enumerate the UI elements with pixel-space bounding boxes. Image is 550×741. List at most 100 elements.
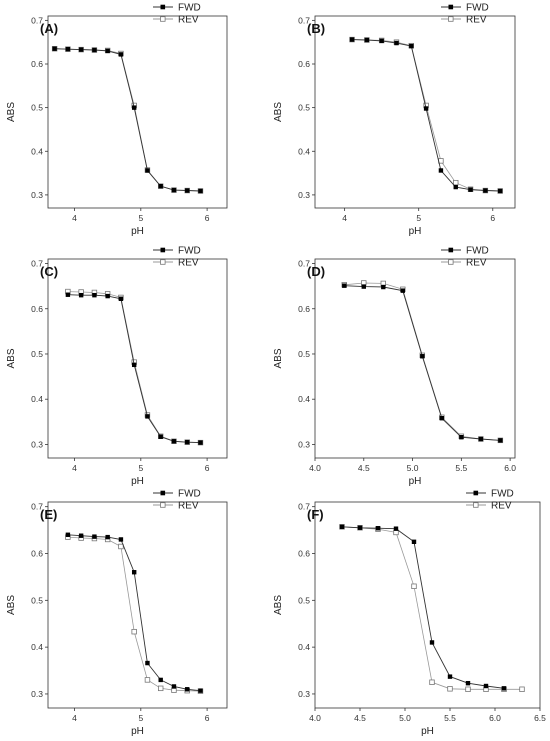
y-tick-label: 0.4 [31, 394, 43, 404]
fwd-data-point [364, 37, 370, 43]
fwd-data-point [185, 188, 190, 193]
legend-marker [160, 259, 166, 265]
fwd-data-point [459, 434, 464, 440]
x-axis-title: pH [409, 476, 422, 487]
fwd-data-point [78, 47, 84, 52]
fwd-data-point [131, 570, 137, 575]
fwd-data-point [393, 526, 399, 531]
fwd-data-point [438, 168, 444, 173]
y-axis-title: ABS [6, 595, 17, 615]
rev-series-line [351, 39, 501, 192]
y-tick-label: 0.7 [298, 259, 310, 269]
x-tick-label: 4.0 [309, 713, 321, 723]
chart-panel: 0.3 0.4 0.5 0.6 0.7 4.0 4.5 5.0 5.5 6.0 6.5 pH ABS (F… [273, 489, 546, 738]
x-tick-label: 5.0 [407, 463, 419, 473]
rev-data-point [131, 628, 137, 635]
x-tick-label: 4.5 [358, 463, 370, 473]
x-tick-label: 5 [138, 713, 143, 723]
fwd-data-point [400, 288, 406, 293]
x-tick-label: 4 [72, 213, 77, 223]
x-axis-title: pH [131, 226, 144, 237]
plot-frame [314, 501, 541, 709]
panel-label: (D) [307, 264, 325, 279]
x-axis-title: pH [409, 226, 422, 237]
rev-series-line [67, 291, 201, 443]
fwd-data-point [483, 188, 488, 193]
y-tick-label: 0.5 [31, 595, 43, 605]
x-axis-title: pH [131, 476, 144, 487]
y-tick-label: 0.4 [298, 642, 310, 652]
y-tick-label: 0.5 [31, 103, 43, 113]
panel-label: (F) [307, 507, 324, 522]
fwd-data-point [105, 534, 110, 540]
fwd-data-point [118, 296, 124, 301]
legend-marker [448, 4, 454, 10]
y-tick-label: 0.4 [31, 642, 43, 652]
legend-marker [160, 502, 166, 508]
fwd-data-point [92, 534, 97, 539]
fwd-data-point [342, 283, 347, 288]
fwd-data-point [78, 292, 84, 298]
legend-label: REV [178, 258, 199, 269]
legend-label: FWD [178, 489, 201, 500]
fwd-data-point [483, 683, 489, 689]
fwd-data-point [349, 37, 355, 42]
panel-label: (C) [40, 264, 58, 279]
x-tick-label: 5 [138, 213, 143, 223]
x-tick-label: 5.5 [455, 463, 467, 473]
fwd-data-point [478, 436, 484, 442]
x-tick-label: 4.5 [354, 713, 366, 723]
y-axis-title: ABS [273, 102, 284, 122]
legend-label: FWD [466, 3, 489, 14]
fwd-data-point [339, 524, 345, 530]
y-tick-label: 0.5 [298, 103, 310, 113]
panel-label: (B) [307, 21, 325, 36]
legend-label: REV [178, 501, 199, 512]
fwd-data-point [185, 439, 190, 445]
y-tick-label: 0.7 [31, 15, 43, 25]
legend-marker [160, 490, 166, 496]
y-tick-label: 0.3 [31, 190, 43, 200]
fwd-data-point [394, 40, 399, 46]
x-tick-label: 5 [416, 213, 421, 223]
rev-series-line [67, 536, 201, 692]
legend-label: FWD [178, 3, 201, 14]
x-axis-title: pH [421, 726, 434, 737]
fwd-data-point [411, 539, 417, 544]
fwd-data-point [78, 533, 84, 538]
y-tick-label: 0.5 [31, 349, 43, 359]
fwd-data-point [158, 183, 163, 189]
fwd-data-point [131, 362, 137, 368]
y-axis-title: ABS [6, 348, 17, 368]
x-tick-label: 6.0 [489, 713, 501, 723]
legend-label: FWD [178, 246, 201, 257]
x-tick-label: 5.5 [444, 713, 456, 723]
y-tick-label: 0.3 [298, 689, 310, 699]
fwd-data-point [171, 439, 177, 444]
fwd-data-point [65, 532, 71, 537]
rev-data-point [465, 686, 471, 692]
fwd-data-point [381, 284, 386, 290]
fwd-data-point [198, 440, 203, 445]
fwd-data-point [171, 187, 177, 193]
fwd-data-point [498, 438, 503, 443]
panel-label: (A) [40, 21, 58, 36]
y-axis-title: ABS [273, 348, 284, 368]
y-tick-label: 0.4 [298, 394, 310, 404]
x-axis-title: pH [131, 726, 144, 737]
fwd-data-point [158, 677, 163, 683]
x-tick-label: 6 [490, 213, 495, 223]
x-tick-label: 4 [72, 713, 77, 723]
fwd-data-point [439, 416, 445, 421]
y-axis-title: ABS [6, 102, 17, 122]
rev-data-point [447, 686, 453, 692]
fwd-data-point [501, 686, 507, 691]
y-tick-label: 0.4 [298, 146, 310, 156]
fwd-data-point [198, 688, 203, 693]
rev-series-line [344, 282, 501, 441]
x-tick-label: 4.0 [309, 463, 321, 473]
